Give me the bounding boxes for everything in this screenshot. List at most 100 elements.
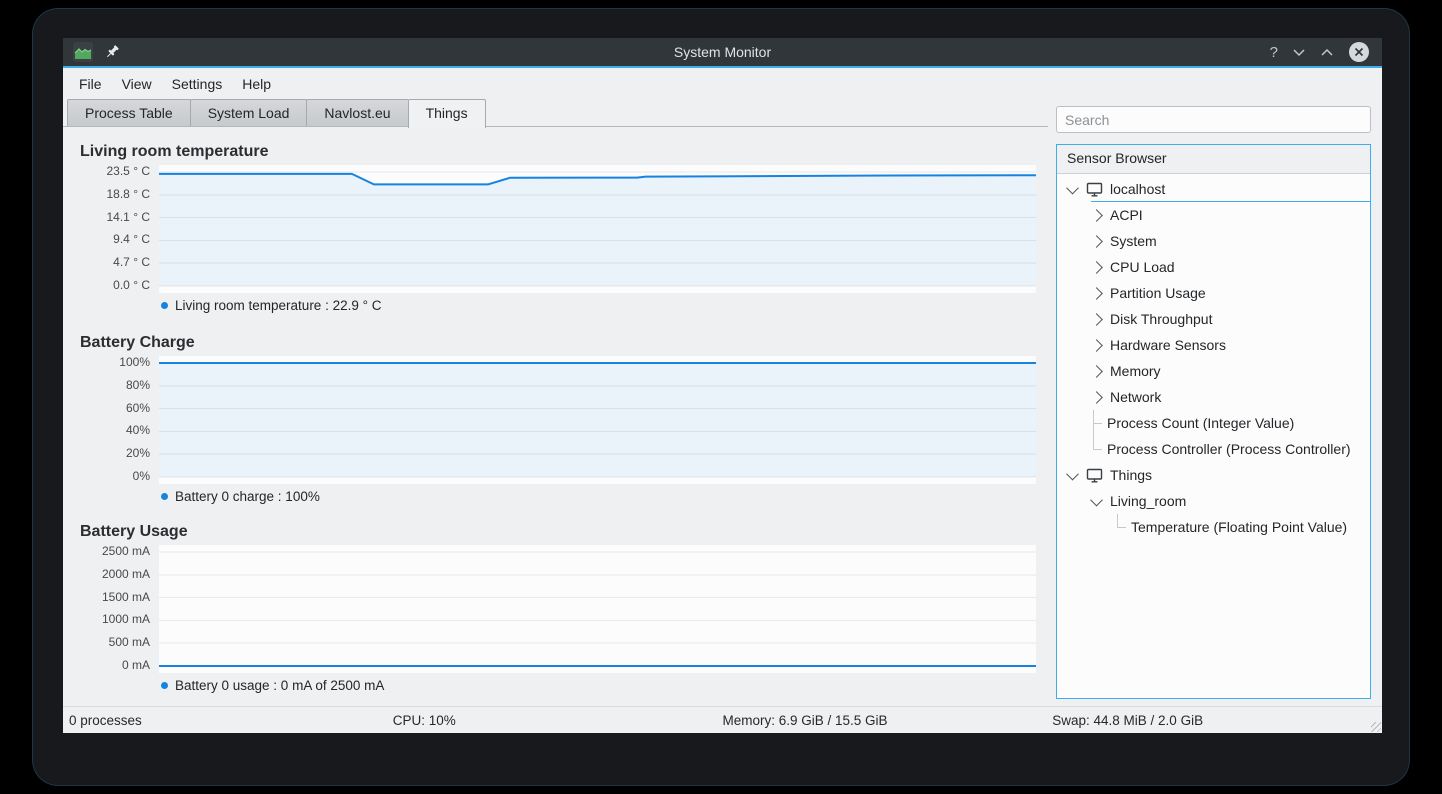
resize-grip[interactable]: [1371, 722, 1381, 732]
chevron-right-icon[interactable]: [1090, 208, 1103, 222]
tick-label: 100%: [119, 355, 150, 369]
chevron-right-icon[interactable]: [1090, 234, 1103, 248]
menu-help[interactable]: Help: [242, 75, 272, 92]
tick-label: 80%: [125, 377, 150, 392]
tick-label: 20%: [125, 446, 150, 461]
tree-item-temperature-floating-point-value[interactable]: Temperature (Floating Point Value): [1057, 514, 1370, 540]
tree-item-label: Disk Throughput: [1110, 311, 1213, 327]
tick-label: 9.4 ° C: [113, 232, 150, 247]
tree-item-process-count-integer-value[interactable]: Process Count (Integer Value): [1057, 410, 1370, 436]
status-memory: Memory: 6.9 GiB / 15.5 GiB: [722, 712, 888, 728]
y-axis-ticks: 23.5 ° C 18.8 ° C 14.1 ° C 9.4 ° C 4.7 ° C 0.…: [80, 164, 159, 293]
tree-item-label: Memory: [1110, 363, 1161, 379]
window-title: System Monitor: [673, 44, 772, 60]
chart-living-room-temperature: Living room temperature 23.5 ° C 18.8 ° C…: [80, 143, 1036, 317]
tree-item-label: CPU Load: [1110, 259, 1175, 275]
legend-dot: [161, 492, 168, 500]
tab-process-table[interactable]: Process Table: [67, 99, 191, 127]
tab-system-load[interactable]: System Load: [189, 99, 308, 127]
tree-item-label: localhost: [1110, 181, 1166, 197]
tick-label: 2000 mA: [101, 566, 150, 581]
tick-label: 0 mA: [121, 658, 150, 672]
tree-item-label: ACPI: [1110, 207, 1143, 223]
sensor-tree: localhost ACPI System CPU Load Partition Usa…: [1057, 174, 1370, 540]
chart-battery-usage: Battery Usage 2500 mA 2000 mA 1500 mA 1000 …: [80, 523, 1036, 697]
chevron-down-icon[interactable]: [1090, 493, 1103, 506]
tick-label: 18.8 ° C: [106, 186, 151, 201]
chart-title: Battery Charge: [80, 334, 195, 351]
chevron-right-icon[interactable]: [1090, 364, 1103, 378]
tree-item-label: Process Controller (Process Controller): [1107, 441, 1351, 457]
tree-item-label: Partition Usage: [1110, 285, 1206, 301]
chevron-right-icon[interactable]: [1090, 260, 1103, 274]
tree-connector: [1089, 436, 1103, 462]
tree-item-living-room[interactable]: Living_room: [1057, 488, 1370, 514]
chevron-down-icon[interactable]: [1066, 467, 1079, 480]
y-axis-ticks: 2500 mA 2000 mA 1500 mA 1000 mA 500 mA 0 mA: [80, 544, 159, 673]
main-area: Process Table System Load Navlost.eu Thi…: [63, 99, 1382, 706]
chart-legend: Living room temperature : 22.9 ° C: [161, 293, 1036, 317]
legend-label: Battery 0 charge : 100%: [175, 488, 320, 504]
menu-view[interactable]: View: [121, 75, 152, 92]
close-button[interactable]: [1348, 41, 1370, 63]
tree-item-hardware-sensors[interactable]: Hardware Sensors: [1057, 332, 1370, 358]
y-axis-ticks: 100% 80% 60% 40% 20% 0%: [80, 355, 159, 484]
sensor-browser-panel[interactable]: Sensor Browser localhost ACPI System CPU Lo…: [1056, 144, 1371, 699]
tree-item-process-controller-process-controller[interactable]: Process Controller (Process Controller): [1057, 436, 1370, 462]
system-monitor-window: System Monitor ? File View: [63, 38, 1382, 733]
tick-label: 60%: [125, 400, 150, 415]
tree-item-label: Hardware Sensors: [1110, 337, 1226, 353]
tick-label: 40%: [125, 423, 150, 438]
tick-label: 23.5 ° C: [106, 164, 151, 178]
chart-title: Battery Usage: [80, 523, 188, 540]
titlebar[interactable]: System Monitor ?: [63, 38, 1382, 68]
tree-item-system[interactable]: System: [1057, 228, 1370, 254]
window-frame: System Monitor ? File View: [32, 8, 1410, 786]
menubar: File View Settings Help: [63, 68, 1382, 99]
minimize-button[interactable]: [1292, 46, 1306, 58]
tick-label: 1000 mA: [101, 612, 150, 627]
monitor-icon: [1086, 182, 1103, 197]
tree-connector: [1113, 514, 1127, 540]
help-button[interactable]: ?: [1269, 43, 1278, 61]
tree-item-label: Living_room: [1110, 493, 1187, 509]
tab-navlost-eu[interactable]: Navlost.eu: [306, 99, 409, 127]
chevron-down-icon[interactable]: [1066, 181, 1079, 194]
chevron-right-icon[interactable]: [1090, 312, 1103, 326]
pin-icon[interactable]: [103, 43, 121, 61]
tree-item-label: Temperature (Floating Point Value): [1131, 519, 1348, 535]
tick-label: 4.7 ° C: [113, 255, 150, 270]
monitor-icon: [1086, 468, 1103, 483]
tree-item-acpi[interactable]: ACPI: [1057, 202, 1370, 228]
tree-item-things[interactable]: Things: [1057, 462, 1370, 488]
chevron-right-icon[interactable]: [1090, 338, 1103, 352]
tree-item-localhost[interactable]: localhost: [1057, 176, 1370, 202]
chevron-right-icon[interactable]: [1090, 286, 1103, 300]
legend-dot: [161, 681, 168, 689]
tree-item-label: Process Count (Integer Value): [1107, 415, 1295, 431]
tab-things[interactable]: Things: [407, 99, 486, 128]
legend-label: Living room temperature : 22.9 ° C: [175, 297, 382, 313]
menu-file[interactable]: File: [79, 75, 102, 92]
sensor-browser-header: Sensor Browser: [1057, 145, 1370, 174]
tree-item-partition-usage[interactable]: Partition Usage: [1057, 280, 1370, 306]
tree-item-memory[interactable]: Memory: [1057, 358, 1370, 384]
tree-item-disk-throughput[interactable]: Disk Throughput: [1057, 306, 1370, 332]
app-icon: [73, 42, 93, 62]
tick-label: 0.0 ° C: [113, 278, 150, 292]
tree-item-label: Things: [1110, 467, 1153, 483]
menu-settings[interactable]: Settings: [171, 75, 223, 92]
tabbar: Process Table System Load Navlost.eu Thi…: [63, 99, 1048, 128]
legend-dot: [161, 301, 168, 309]
chevron-right-icon[interactable]: [1090, 390, 1103, 404]
search-input[interactable]: [1056, 106, 1371, 133]
tree-connector: [1089, 410, 1103, 436]
status-processes: 0 processes: [69, 712, 142, 728]
status-cpu: CPU: 10%: [392, 712, 456, 728]
legend-label: Battery 0 usage : 0 mA of 2500 mA: [175, 677, 385, 693]
tree-item-cpu-load[interactable]: CPU Load: [1057, 254, 1370, 280]
chart-title: Living room temperature: [80, 143, 269, 160]
tree-item-network[interactable]: Network: [1057, 384, 1370, 410]
chart-legend: Battery 0 charge : 100%: [161, 484, 1036, 508]
maximize-button[interactable]: [1320, 46, 1334, 58]
